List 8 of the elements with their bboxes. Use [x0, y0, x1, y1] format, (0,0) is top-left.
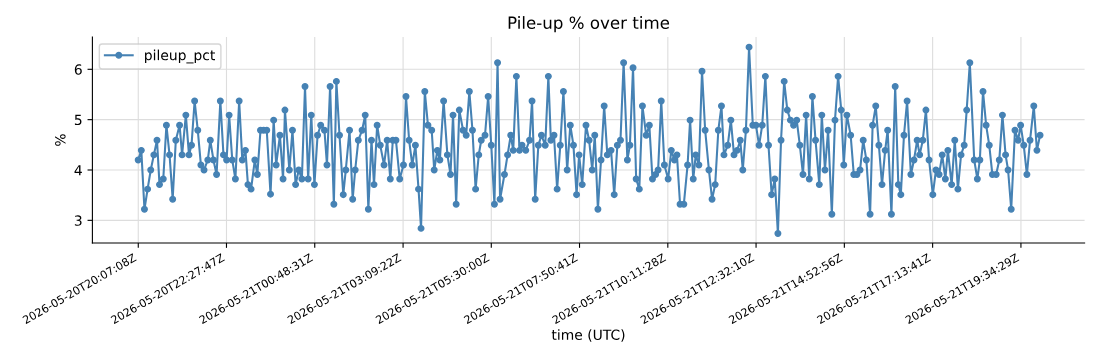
x-axis-title: time (UTC) — [551, 329, 625, 342]
y-axis-title: % — [55, 134, 66, 146]
legend-label: pileup_pct — [145, 49, 215, 64]
chart-title: Pile-up % over time — [508, 16, 670, 33]
y-tick-label: 6 — [74, 64, 82, 75]
y-tick-label: 3 — [74, 215, 82, 226]
y-tick-label: 5 — [74, 114, 82, 126]
y-tick-label: 4 — [74, 165, 82, 176]
